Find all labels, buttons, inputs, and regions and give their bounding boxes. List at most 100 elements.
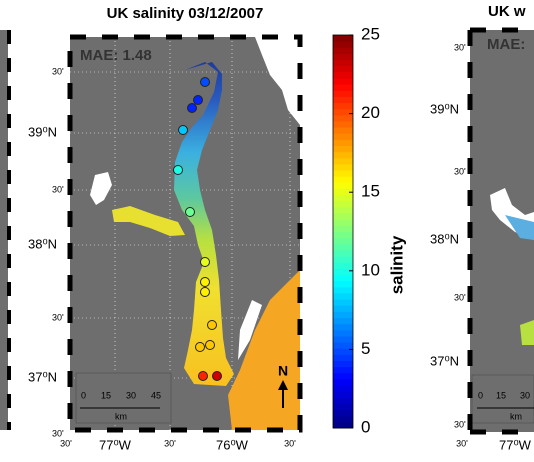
station	[205, 340, 215, 350]
colorbar-step	[333, 35, 353, 42]
colorbar-step	[333, 176, 353, 183]
mae: MAE:	[487, 36, 525, 53]
colorbar-step	[333, 71, 353, 79]
station	[193, 95, 203, 105]
lat-label: 30'	[454, 42, 466, 52]
colorbar-step	[333, 243, 353, 251]
lat-label: 30'	[52, 312, 64, 322]
lat-label: 37⁰N	[430, 353, 459, 368]
scale-tick: 30	[520, 390, 530, 400]
lat-label: 39⁰N	[430, 101, 459, 116]
scale-box	[75, 372, 172, 424]
colorbar-step	[333, 59, 353, 67]
colorbar-step	[333, 41, 353, 48]
colorbar-step	[333, 421, 353, 429]
colorbar-step	[333, 415, 353, 423]
scale-tick: 0	[81, 390, 86, 400]
station	[212, 371, 222, 381]
colorbar-step	[333, 65, 353, 73]
colorbar-step	[333, 397, 353, 404]
colorbar-step	[333, 329, 353, 337]
map-title: UK w	[488, 3, 526, 20]
colorbar-tick-label: 10	[361, 260, 380, 279]
river	[112, 206, 185, 236]
scale-tick: 30	[126, 390, 136, 400]
land	[255, 37, 300, 125]
colorbar-step	[333, 268, 353, 275]
colorbar-step	[333, 108, 353, 116]
colorbar-step	[333, 206, 353, 214]
colorbar-step	[333, 286, 353, 294]
land	[238, 300, 262, 360]
colorbar-step	[333, 163, 353, 171]
scale-tick: 0	[478, 390, 483, 400]
colorbar: 0 5 10 15 20 25	[332, 24, 380, 436]
lat-label: 39⁰N	[28, 124, 57, 139]
station	[200, 77, 210, 87]
station	[173, 165, 183, 175]
lon-label: 76⁰W	[216, 437, 249, 452]
colorbar-step	[333, 188, 353, 196]
station	[200, 257, 210, 267]
station	[198, 371, 208, 381]
colorbar-step	[333, 102, 353, 110]
lat-label: 37⁰N	[28, 369, 57, 384]
colorbar-step	[333, 90, 353, 97]
lon-label: 30'	[284, 438, 296, 448]
colorbar-step	[333, 133, 353, 140]
colorbar-step	[333, 385, 353, 392]
colorbar-step	[333, 47, 353, 54]
colorbar-step	[333, 139, 353, 147]
mae: MAE: 1.48	[80, 47, 152, 64]
main-map: 0 15 30 45 km N MAE: 1.48	[67, 34, 303, 433]
colorbar-step	[333, 237, 353, 245]
station	[187, 103, 197, 113]
colorbar-tick-label: 25	[361, 24, 380, 43]
lat-label: 30'	[454, 419, 466, 429]
scale-tick: 15	[101, 390, 111, 400]
colorbar-step	[333, 317, 353, 325]
colorbar-step	[333, 256, 353, 263]
colorbar-step	[333, 84, 353, 91]
scale-unit: km	[510, 411, 522, 421]
scale-tick: 45	[151, 390, 161, 400]
colorbar-tick-label: 20	[361, 103, 380, 122]
colorbar-step	[333, 280, 353, 288]
colorbar-step	[333, 231, 353, 239]
colorbar-step	[333, 311, 353, 318]
lon-label: 77⁰W	[499, 437, 532, 452]
bay	[520, 320, 534, 345]
colorbar-step	[333, 127, 353, 134]
lon-label: 30'	[456, 438, 468, 448]
colorbar-step	[333, 194, 353, 202]
lon-label: 30'	[60, 438, 72, 448]
lon-label: 77⁰W	[99, 437, 132, 452]
colorbar-step	[333, 151, 353, 159]
left-panel-edge	[0, 30, 8, 430]
colorbar-step	[333, 213, 353, 220]
colorbar-step	[333, 409, 353, 417]
station	[185, 207, 195, 217]
colorbar-step	[333, 360, 353, 368]
colorbar-step	[333, 372, 353, 380]
colorbar-step	[333, 53, 353, 61]
colorbar-step	[333, 378, 353, 386]
colorbar-step	[333, 96, 353, 104]
station	[178, 125, 188, 135]
station	[195, 342, 205, 352]
colorbar-step	[333, 120, 353, 128]
station	[200, 287, 210, 297]
colorbar-step	[333, 348, 353, 355]
colorbar-step	[333, 114, 353, 122]
colorbar-step	[333, 219, 353, 226]
colorbar-tick-label: 15	[361, 182, 380, 201]
lat-label: 30'	[52, 66, 64, 76]
lat-label: 30'	[52, 428, 64, 438]
land	[90, 172, 112, 205]
lat-label: 30'	[454, 292, 466, 302]
colorbar-step	[333, 305, 353, 312]
right-map: 0 15 30 km MAE:	[467, 27, 534, 435]
lat-label: 38⁰N	[430, 231, 459, 246]
colorbar-step	[333, 145, 353, 153]
